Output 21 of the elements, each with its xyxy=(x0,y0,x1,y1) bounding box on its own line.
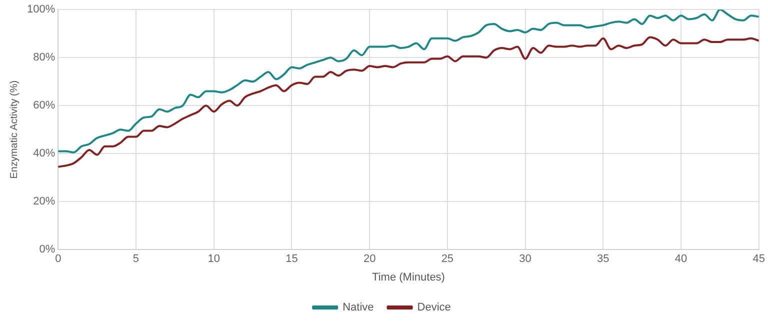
x-tick-label: 40 xyxy=(674,253,688,266)
x-tick-label: 15 xyxy=(286,253,298,266)
y-tick-label: 60% xyxy=(33,100,56,112)
x-tick-label: 30 xyxy=(519,253,532,266)
y-tick-label: 0% xyxy=(39,244,56,256)
y-tick-label: 40% xyxy=(33,148,56,160)
x-tick-label: 10 xyxy=(208,253,220,266)
x-tick-label: 5 xyxy=(132,253,140,266)
legend-label: Native xyxy=(342,302,374,314)
x-tick-label: 20 xyxy=(363,253,376,266)
line-series xyxy=(58,36,759,168)
y-tick-label: 80% xyxy=(33,52,56,64)
y-axis-title: Enzymatic Activity (%) xyxy=(8,80,20,179)
x-axis-title: Time (Minutes) xyxy=(372,271,445,284)
x-tick-label: 45 xyxy=(752,253,766,266)
y-tick-label: 20% xyxy=(33,196,56,208)
x-tick-label: 0 xyxy=(55,253,62,266)
x-tick-label: 25 xyxy=(441,253,454,266)
x-tick-label: 35 xyxy=(597,253,610,266)
legend-label: Device xyxy=(417,302,451,314)
y-tick-label: 100% xyxy=(26,4,56,16)
